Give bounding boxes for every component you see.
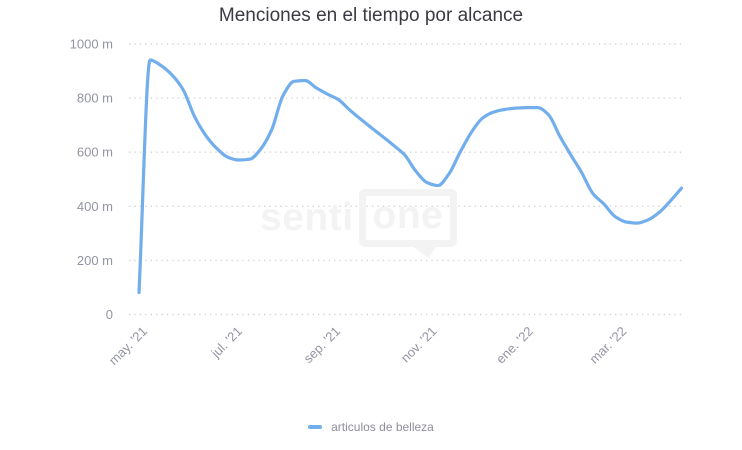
x-axis-label-4: ene. '22 xyxy=(493,324,536,367)
legend-label: articulos de belleza xyxy=(331,420,434,434)
y-axis-label-800: 800 m xyxy=(77,91,113,106)
x-axis-label-2: sep. '21 xyxy=(301,324,344,367)
series-line-0[interactable] xyxy=(137,58,684,295)
chart-title: Menciones en el tiempo por alcance xyxy=(218,5,524,26)
x-axis-label-3: nov. '21 xyxy=(398,324,440,366)
x-axis-label-1: jul. '21 xyxy=(207,324,245,362)
y-axis-label-400: 400 m xyxy=(77,199,113,214)
y-axis-label-1000: 1000 m xyxy=(70,37,113,52)
y-axis-label-0: 0 xyxy=(106,307,113,322)
legend-item-articulos-de-belleza[interactable]: articulos de belleza xyxy=(0,420,742,434)
x-axis-label-0: may. '21 xyxy=(106,324,150,368)
y-axis-label-600: 600 m xyxy=(77,145,113,160)
x-axis-label-5: mar. '22 xyxy=(586,324,629,367)
legend-line-marker-icon xyxy=(308,425,323,429)
y-axis-label-200: 200 m xyxy=(77,253,113,268)
